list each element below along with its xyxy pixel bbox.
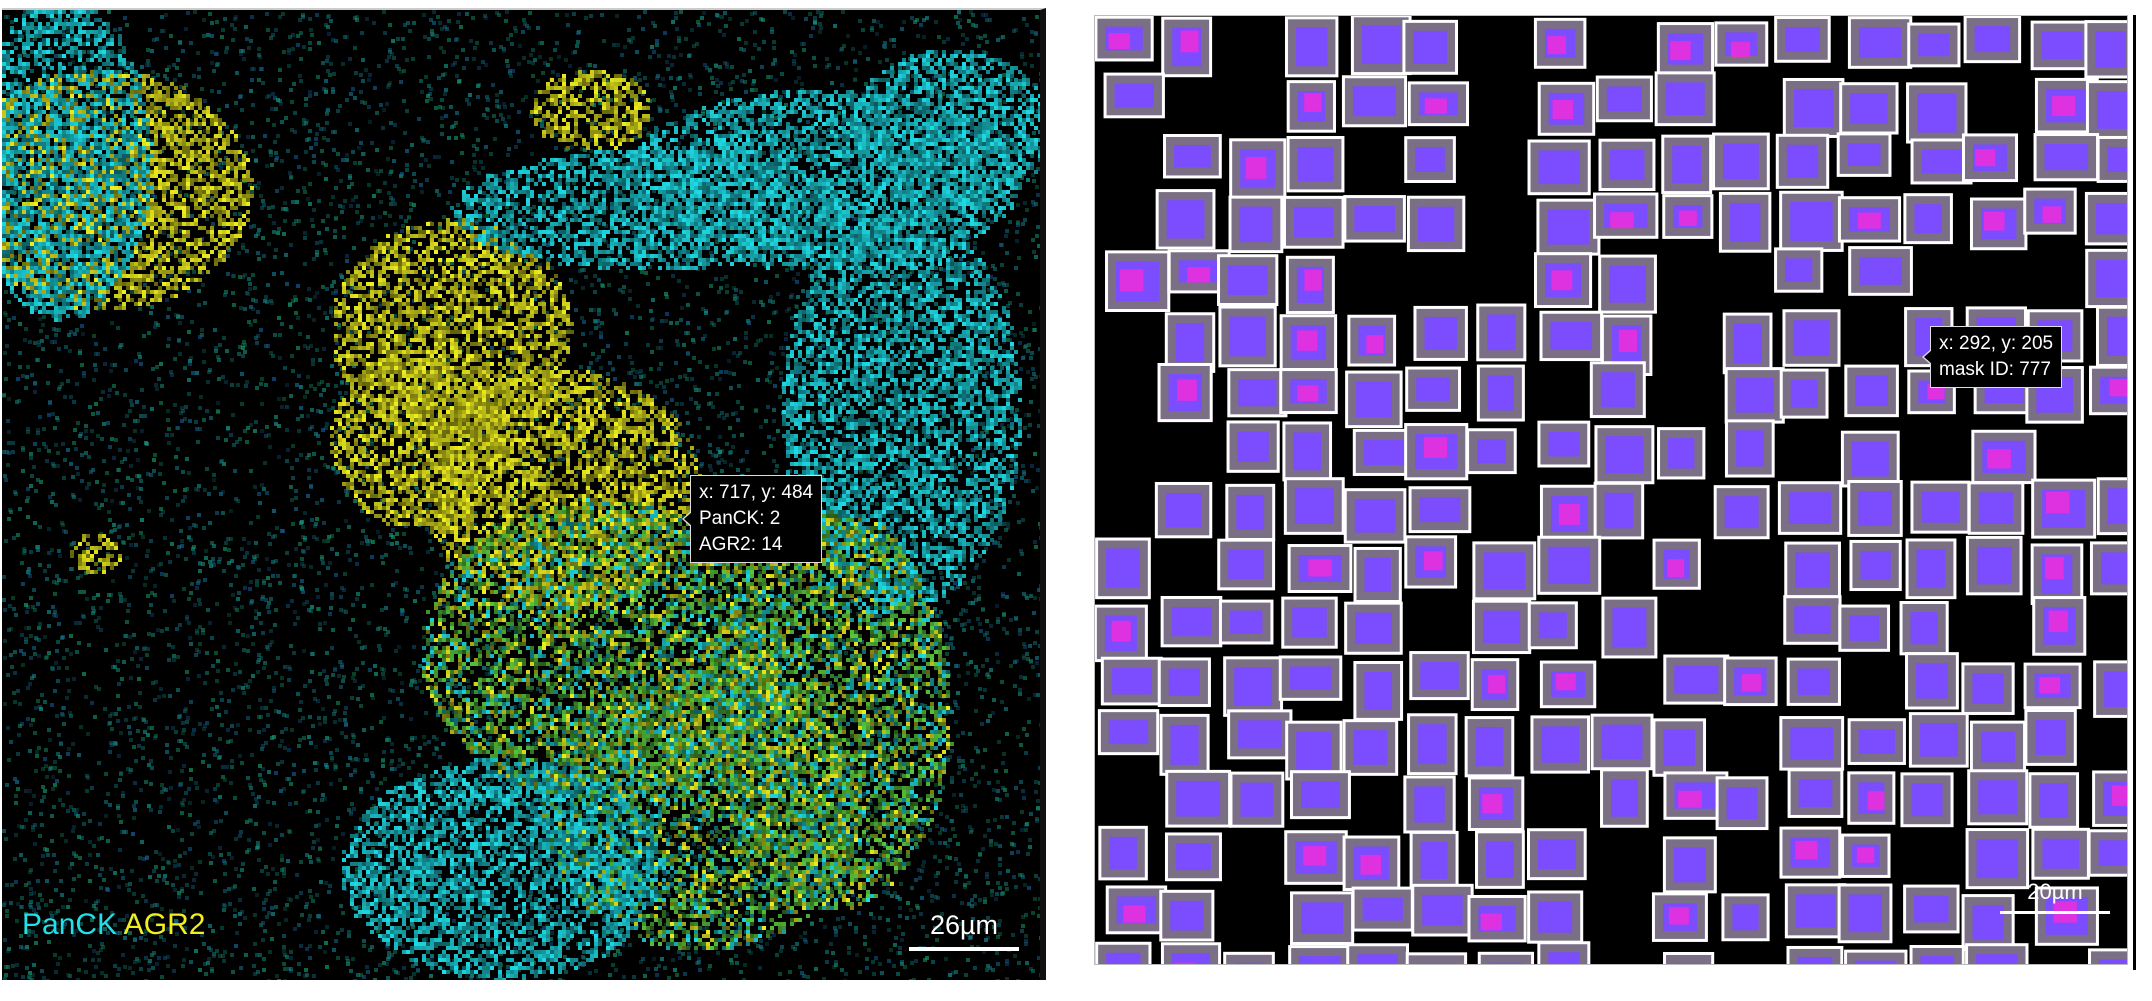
legend-agr2: AGR2 [123,908,206,941]
tooltip-agr2-value: AGR2: 14 [699,534,783,555]
scale-bar: 26µm [909,910,1019,951]
legend-panck: PanCK [22,908,118,941]
scale-bar-label: 26µm [929,910,999,940]
channel-legend: PanCK AGR2 [22,908,205,942]
scale-bar-line [2000,911,2110,914]
segmentation-mask-panel[interactable]: x: 292, y: 205 mask ID: 777 20µm [1094,15,2128,965]
mask-tooltip: x: 292, y: 205 mask ID: 777 [1921,326,2063,388]
multiplex-fluorescence-image[interactable] [2,10,1040,980]
tooltip-panck-value: PanCK: 2 [699,508,781,529]
pixel-value-tooltip: x: 717, y: 484 PanCK: 2 AGR2: 14 [681,475,823,563]
tooltip-coords: x: 292, y: 205 [1939,333,2054,354]
panel-divider [2133,15,2136,970]
tooltip-coords: x: 717, y: 484 [699,482,814,503]
fluorescence-image-panel[interactable]: x: 717, y: 484 PanCK: 2 AGR2: 14 PanCK A… [2,8,1046,980]
scale-bar: 20µm [2000,879,2110,914]
tooltip-mask-id: mask ID: 777 [1939,359,2051,380]
scale-bar-label: 20µm [2027,879,2083,904]
scale-bar-line [909,947,1019,951]
cell-segmentation-image[interactable] [1095,16,2127,964]
